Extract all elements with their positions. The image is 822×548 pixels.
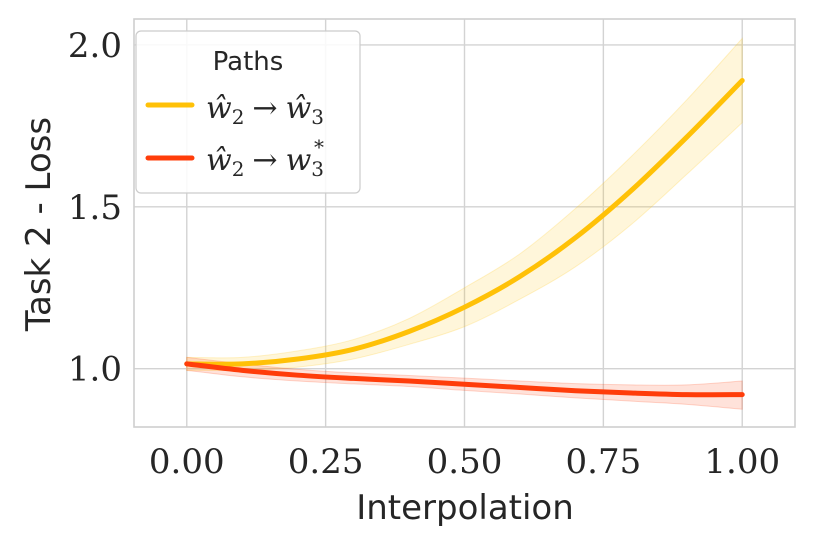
x-tick-label: 0.25 <box>288 442 364 482</box>
x-tick-label: 0.00 <box>149 442 225 482</box>
confidence-band-series-0 <box>186 37 743 372</box>
legend-box <box>135 30 361 194</box>
legend-title: Paths <box>213 47 284 77</box>
line-series-1 <box>184 361 745 398</box>
y-axis-title: Task 2 - Loss <box>19 117 59 332</box>
x-tick-label: 0.75 <box>566 442 642 482</box>
y-tick-label: 1.5 <box>68 188 122 228</box>
x-tick-label: 0.50 <box>427 442 503 482</box>
plot-frame <box>133 18 796 428</box>
tick-labels: 0.00 0.25 0.50 0.75 1.00 1.0 1.5 2.0 <box>68 26 780 482</box>
legend-label-series-0: ŵ2 → ŵ3 <box>206 91 324 129</box>
x-axis-title: Interpolation <box>356 488 574 528</box>
y-tick-label: 2.0 <box>68 26 122 66</box>
x-tick-label: 1.00 <box>704 442 780 482</box>
legend-label-series-1: ŵ2 → w3* <box>206 135 324 181</box>
series-lines <box>184 78 745 398</box>
line-series-0 <box>184 78 745 367</box>
y-tick-label: 1.0 <box>68 350 122 390</box>
legend: Paths ŵ2 → ŵ3 ŵ2 → w3* <box>135 30 361 194</box>
